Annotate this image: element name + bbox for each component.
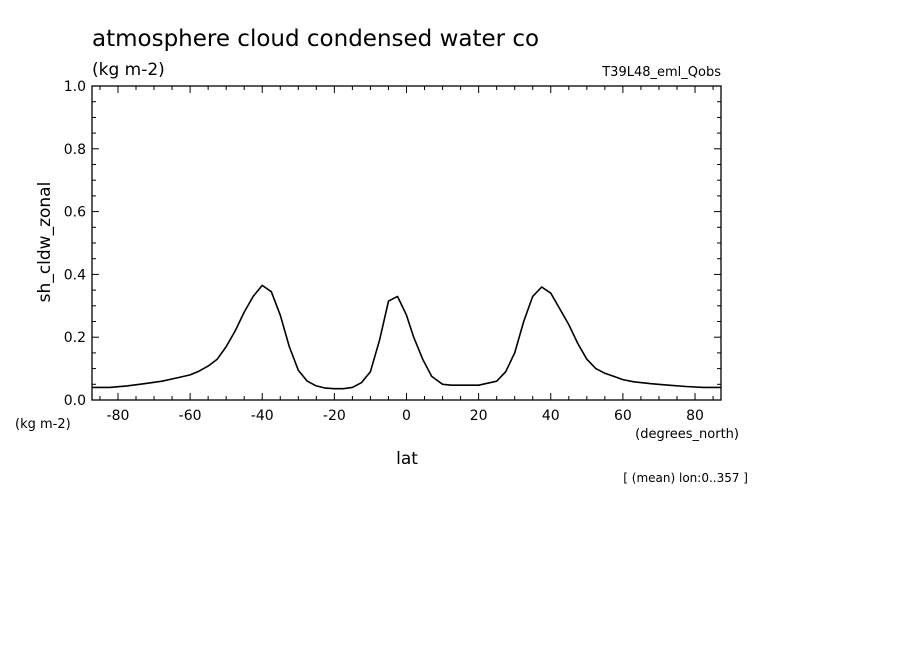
- x-tick-label: 40: [542, 408, 560, 424]
- x-tick-label: 80: [686, 408, 704, 424]
- y-units-footer: (kg m-2): [15, 417, 71, 432]
- y-tick-label: 1.0: [64, 79, 86, 95]
- x-tick-label: 0: [402, 408, 411, 424]
- x-tick-label: -40: [251, 408, 274, 424]
- x-tick-label: 20: [470, 408, 488, 424]
- plot-border: [91, 85, 722, 401]
- x-units-footer: (degrees_north): [635, 427, 739, 442]
- x-tick-label: -80: [107, 408, 130, 424]
- y-tick-label: 0.2: [64, 330, 86, 346]
- x-axis-label: lat: [396, 449, 418, 469]
- plot-frame: [91, 85, 722, 401]
- mean-note: [ (mean) lon:0..357 ]: [623, 471, 748, 485]
- x-tick-label: 60: [614, 408, 632, 424]
- x-axis: -80 -60 -40 -20 0 20 40 60 80: [99, 86, 714, 424]
- x-tick-label: -20: [323, 408, 346, 424]
- chart-title: atmosphere cloud condensed water co: [92, 26, 539, 52]
- y-axis-label: sh_cldw_zonal: [35, 182, 55, 303]
- y-tick-label: 0.8: [64, 142, 86, 158]
- y-tick-label: 0.6: [64, 205, 86, 221]
- y-tick-label: 0.4: [64, 267, 86, 283]
- series-layer: [92, 284, 721, 390]
- chart-units: (kg m-2): [92, 60, 165, 80]
- y-tick-label: 0.0: [64, 393, 86, 409]
- series-line-0: [92, 284, 721, 390]
- y-axis: 0.0 0.2 0.4 0.6 0.8 1.0: [64, 79, 721, 409]
- x-tick-label: -60: [179, 408, 202, 424]
- run-label: T39L48_eml_Qobs: [601, 65, 721, 80]
